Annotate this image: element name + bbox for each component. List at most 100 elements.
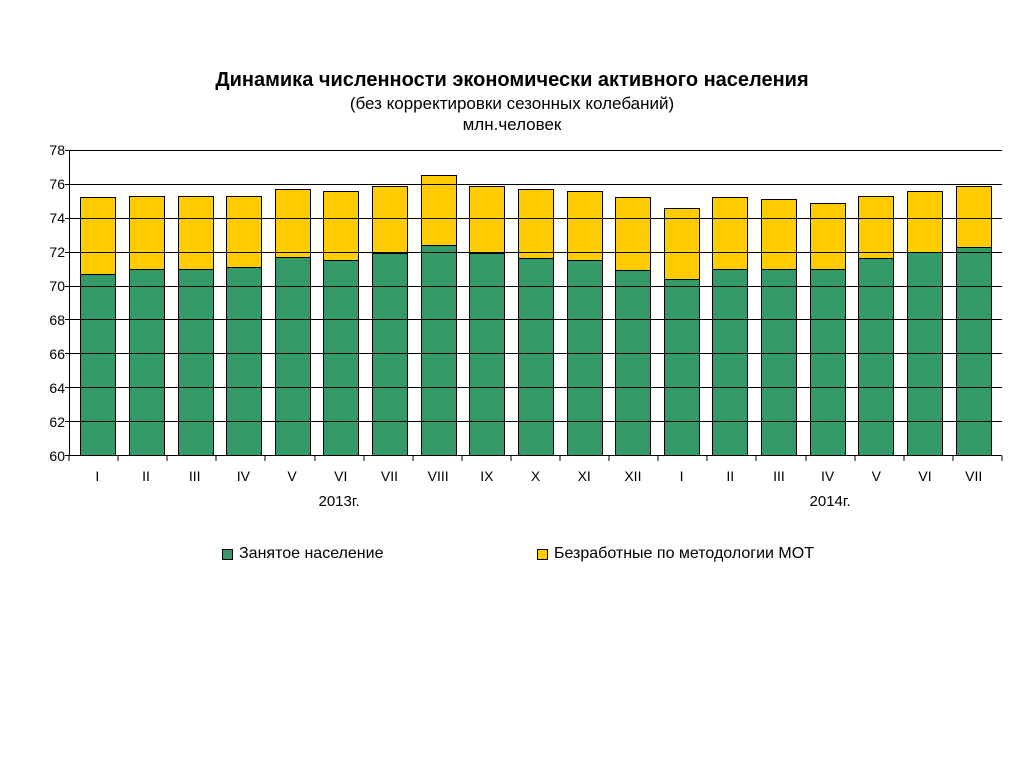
bar [810,203,846,455]
bar [907,191,943,455]
chart-subtitle: (без корректировки сезонных колебаний) [0,93,1024,114]
bar-segment-unemployed [226,196,262,267]
bar-segment-employed [956,247,992,455]
legend-item: Безработные по методологии МОТ [537,545,814,563]
chart-title: Динамика численности экономически активн… [0,68,1024,93]
bar [323,191,359,455]
bar [615,197,651,455]
x-labels-row: IIIIIIIVVVIVIIVIIIIXXXIXIIIIIIIIIVVVIVII [69,466,1002,485]
x-tick-label: I [657,466,706,485]
bar-slot [220,150,269,455]
bar-slot [803,150,852,455]
x-tick-mark [216,456,217,461]
bar-segment-unemployed [178,196,214,269]
x-tick-label: X [511,466,560,485]
bar [275,189,311,455]
x-tick-mark [510,456,511,461]
x-tick-label: VII [365,466,414,485]
x-tick-mark [1002,456,1003,461]
x-group-labels-row: 2013г.2014г. [69,493,1002,517]
x-tick-label: III [170,466,219,485]
x-tick-mark [854,456,855,461]
bar [567,191,603,455]
bar-slot [512,150,561,455]
bar-segment-employed [567,260,603,455]
bar-segment-unemployed [761,199,797,268]
x-tick-label: V [852,466,901,485]
bar-slot [852,150,901,455]
x-tick-mark [707,456,708,461]
y-tick-mark [65,286,70,287]
y-tick-mark [65,184,70,185]
grid-line [70,319,1002,320]
bar-segment-unemployed [129,196,165,269]
bar-slot [755,150,804,455]
y-tick-label: 78 [49,142,65,158]
y-tick-mark [65,319,70,320]
grid-line [70,353,1002,354]
x-tick-mark [265,456,266,461]
bar-segment-unemployed [275,189,311,257]
x-tick-mark [756,456,757,461]
y-tick-label: 62 [49,414,65,430]
legend-item: Занятое население [222,545,383,563]
y-tick-mark [65,421,70,422]
x-tick-mark [805,456,806,461]
x-tick-label: IX [463,466,512,485]
bar-segment-employed [518,258,554,455]
bar [858,196,894,455]
bar-segment-employed [323,260,359,455]
legend-swatch [537,549,548,560]
bar [712,197,748,455]
x-tick-mark [167,456,168,461]
y-axis: 60626466687072747678 [37,150,69,456]
bar-slot [901,150,950,455]
x-tick-mark [118,456,119,461]
x-tick-label: V [268,466,317,485]
x-tick-label: IV [219,466,268,485]
x-tick-label: XII [609,466,658,485]
y-tick-label: 60 [49,448,65,464]
bar [129,196,165,455]
y-tick-mark [65,387,70,388]
y-tick-label: 66 [49,346,65,362]
x-tick-label: II [706,466,755,485]
grid-line [70,387,1002,388]
plot-area [69,150,1002,456]
bar-slot [414,150,463,455]
y-tick-mark [65,150,70,151]
bar-slot [317,150,366,455]
bar [518,189,554,455]
y-tick-mark [65,218,70,219]
bar-segment-employed [129,269,165,455]
bar-slot [658,150,707,455]
x-tick-label: III [755,466,804,485]
legend-swatch [222,549,233,560]
x-tick-mark [412,456,413,461]
x-tick-mark [952,456,953,461]
bar [80,197,116,455]
x-tick-label: I [73,466,122,485]
x-tick-label: VI [316,466,365,485]
bar-segment-employed [178,269,214,455]
y-tick-mark [65,353,70,354]
x-tick-label: VII [949,466,998,485]
bar-segment-employed [810,269,846,455]
y-tick-mark [65,252,70,253]
bar-segment-unemployed [80,197,116,273]
x-tick-mark [903,456,904,461]
x-tick-mark [609,456,610,461]
bar-segment-employed [664,279,700,455]
y-tick-label: 64 [49,380,65,396]
bar-segment-unemployed [469,186,505,254]
bar-segment-employed [858,258,894,455]
chart-unit-label: млн.человек [0,114,1024,135]
bar-slot [560,150,609,455]
bar-segment-unemployed [615,197,651,270]
x-tick-mark [69,456,70,461]
bar-segment-employed [80,274,116,455]
bar-slot [171,150,220,455]
bar-segment-employed [615,270,651,455]
x-tick-label: II [122,466,171,485]
bar [226,196,262,455]
